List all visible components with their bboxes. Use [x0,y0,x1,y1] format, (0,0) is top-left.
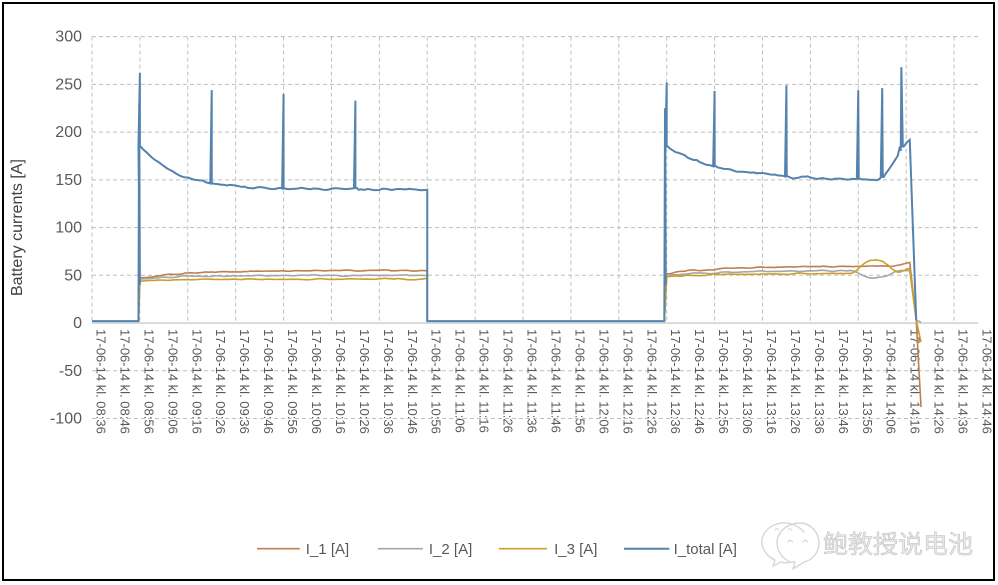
svg-text:17-06-14 kl. 14:26: 17-06-14 kl. 14:26 [932,329,947,434]
svg-text:17-06-14 kl. 14:16: 17-06-14 kl. 14:16 [908,329,923,434]
svg-text:17-06-14 kl. 13:56: 17-06-14 kl. 13:56 [860,329,875,434]
svg-text:17-06-14 kl. 13:16: 17-06-14 kl. 13:16 [764,329,779,434]
svg-text:17-06-14 kl. 08:46: 17-06-14 kl. 08:46 [117,329,132,434]
svg-text:17-06-14 kl. 10:36: 17-06-14 kl. 10:36 [381,329,396,434]
svg-text:200: 200 [55,124,82,141]
svg-text:17-06-14 kl. 10:16: 17-06-14 kl. 10:16 [333,329,348,434]
svg-text:17-06-14 kl. 11:56: 17-06-14 kl. 11:56 [572,329,587,433]
svg-text:Battery currents [A]: Battery currents [A] [9,159,26,296]
svg-text:I_1 [A]: I_1 [A] [306,541,349,558]
svg-text:17-06-14 kl. 08:56: 17-06-14 kl. 08:56 [141,329,156,434]
svg-text:17-06-14 kl. 10:46: 17-06-14 kl. 10:46 [405,329,420,434]
svg-text:17-06-14 kl. 11:16: 17-06-14 kl. 11:16 [477,329,492,433]
svg-text:17-06-14 kl. 12:16: 17-06-14 kl. 12:16 [620,329,635,434]
svg-text:17-06-14 kl. 09:46: 17-06-14 kl. 09:46 [261,329,276,434]
svg-text:-50: -50 [59,363,82,380]
svg-text:-100: -100 [50,411,82,428]
svg-text:300: 300 [55,29,82,46]
svg-text:17-06-14 kl. 11:06: 17-06-14 kl. 11:06 [453,329,468,433]
svg-text:17-06-14 kl. 09:56: 17-06-14 kl. 09:56 [285,329,300,434]
svg-text:17-06-14 kl. 12:26: 17-06-14 kl. 12:26 [644,329,659,434]
svg-text:17-06-14 kl. 11:26: 17-06-14 kl. 11:26 [501,329,516,433]
svg-text:17-06-14 kl. 09:36: 17-06-14 kl. 09:36 [237,329,252,434]
svg-text:150: 150 [55,172,82,189]
svg-text:17-06-14 kl. 08:36: 17-06-14 kl. 08:36 [94,329,109,434]
svg-text:17-06-14 kl. 11:46: 17-06-14 kl. 11:46 [548,329,563,433]
svg-text:17-06-14 kl. 13:06: 17-06-14 kl. 13:06 [740,329,755,434]
svg-text:I_2 [A]: I_2 [A] [429,541,472,558]
svg-text:17-06-14 kl. 14:36: 17-06-14 kl. 14:36 [956,329,971,434]
svg-text:50: 50 [64,267,82,284]
svg-text:I_3 [A]: I_3 [A] [554,541,597,558]
svg-text:17-06-14 kl. 12:46: 17-06-14 kl. 12:46 [692,329,707,434]
svg-text:17-06-14 kl. 10:06: 17-06-14 kl. 10:06 [309,329,324,434]
svg-text:17-06-14 kl. 11:36: 17-06-14 kl. 11:36 [525,329,540,433]
svg-text:17-06-14 kl. 13:46: 17-06-14 kl. 13:46 [836,329,851,434]
svg-text:17-06-14 kl. 12:36: 17-06-14 kl. 12:36 [668,329,683,434]
svg-text:100: 100 [55,220,82,237]
svg-text:17-06-14 kl. 13:26: 17-06-14 kl. 13:26 [788,329,803,434]
svg-text:17-06-14 kl. 13:36: 17-06-14 kl. 13:36 [812,329,827,434]
svg-text:I_total [A]: I_total [A] [674,541,737,558]
svg-text:17-06-14 kl. 12:56: 17-06-14 kl. 12:56 [716,329,731,434]
svg-text:17-06-14 kl. 10:56: 17-06-14 kl. 10:56 [429,329,444,434]
svg-text:17-06-14 kl. 09:26: 17-06-14 kl. 09:26 [213,329,228,434]
svg-text:17-06-14 kl. 12:06: 17-06-14 kl. 12:06 [596,329,611,434]
svg-text:鲍教授说电池: 鲍教授说电池 [823,531,973,559]
svg-text:250: 250 [55,76,82,93]
svg-text:17-06-14 kl. 14:06: 17-06-14 kl. 14:06 [884,329,899,434]
svg-text:17-06-14 kl. 09:06: 17-06-14 kl. 09:06 [165,329,180,434]
svg-text:0: 0 [73,315,82,332]
svg-text:17-06-14 kl. 14:46: 17-06-14 kl. 14:46 [980,329,995,434]
svg-text:17-06-14 kl. 10:26: 17-06-14 kl. 10:26 [357,329,372,434]
svg-text:17-06-14 kl. 09:16: 17-06-14 kl. 09:16 [189,329,204,434]
